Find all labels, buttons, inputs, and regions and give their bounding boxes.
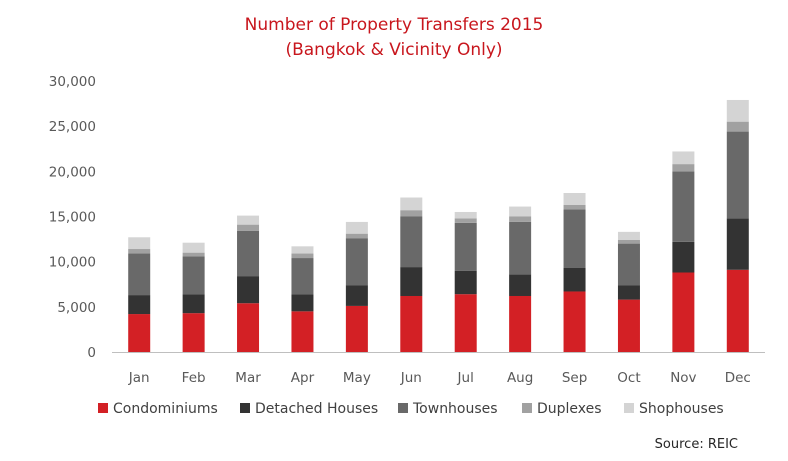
x-tick-label: Jan — [128, 370, 150, 386]
y-tick-label: 5,000 — [57, 300, 96, 316]
bar-shophouses-may — [345, 221, 368, 234]
bar-duplexes-feb — [182, 252, 205, 257]
bar-detached-houses-dec — [726, 218, 749, 270]
bar-detached-houses-jan — [128, 295, 151, 315]
bar-shophouses-sep — [563, 193, 586, 205]
bar-shophouses-jun — [400, 197, 423, 211]
bar-townhouses-may — [345, 238, 368, 286]
bar-duplexes-dec — [726, 121, 749, 132]
bar-detached-houses-may — [345, 285, 368, 306]
bar-townhouses-jul — [454, 222, 477, 271]
x-tick-label: Dec — [725, 370, 751, 386]
bar-townhouses-jun — [400, 216, 423, 268]
bar-condominiums-nov — [672, 272, 695, 352]
x-tick-label: Aug — [507, 370, 533, 386]
source-note: Source: REIC — [655, 437, 738, 452]
y-axis: 0 5,000 10,000 15,000 20,000 25,000 30,000 — [49, 74, 96, 361]
x-tick-label: Oct — [617, 370, 640, 386]
x-tick-label: May — [343, 370, 371, 386]
legend-swatch-shophouses — [624, 403, 634, 413]
x-tick-label: Jul — [457, 370, 474, 386]
bar-duplexes-apr — [291, 253, 314, 259]
bar-duplexes-mar — [237, 224, 260, 231]
bar-condominiums-feb — [182, 313, 205, 352]
bar-townhouses-apr — [291, 258, 314, 295]
bar-detached-houses-mar — [237, 276, 260, 304]
y-tick-label: 25,000 — [49, 119, 96, 135]
legend-label: Condominiums — [113, 401, 218, 417]
bar-duplexes-jan — [128, 249, 151, 254]
bar-shophouses-mar — [237, 215, 260, 225]
x-axis: Jan Feb Mar Apr May Jun Jul Aug Sep Oct Nov Dec — [128, 370, 751, 386]
bar-duplexes-nov — [672, 164, 695, 172]
bar-detached-houses-jun — [400, 267, 423, 296]
x-tick-label: Sep — [562, 370, 587, 386]
y-tick-label: 10,000 — [49, 255, 96, 271]
bar-shophouses-dec — [726, 99, 749, 122]
bar-detached-houses-oct — [617, 285, 640, 300]
bar-shophouses-feb — [182, 242, 205, 253]
bar-condominiums-may — [345, 305, 368, 352]
bar-townhouses-mar — [237, 230, 260, 277]
x-tick-label: Mar — [235, 370, 261, 386]
bar-townhouses-oct — [617, 243, 640, 286]
bar-duplexes-jul — [454, 218, 477, 223]
bar-detached-houses-nov — [672, 241, 695, 273]
legend-label: Duplexes — [537, 401, 602, 417]
bar-detached-houses-sep — [563, 267, 586, 292]
bar-townhouses-feb — [182, 256, 205, 295]
bar-condominiums-apr — [291, 311, 314, 352]
bar-shophouses-oct — [617, 231, 640, 240]
bars-layer — [128, 99, 749, 352]
y-tick-label: 0 — [87, 345, 96, 361]
bar-detached-houses-aug — [509, 274, 532, 296]
legend-swatch-duplexes — [522, 403, 532, 413]
bar-condominiums-jun — [400, 295, 423, 352]
bar-duplexes-aug — [509, 216, 532, 222]
bar-shophouses-jan — [128, 237, 151, 250]
y-tick-label: 20,000 — [49, 164, 96, 180]
bar-condominiums-aug — [509, 295, 532, 352]
bar-townhouses-jan — [128, 253, 151, 296]
legend-label: Detached Houses — [255, 401, 378, 417]
bar-townhouses-nov — [672, 171, 695, 242]
bar-duplexes-oct — [617, 239, 640, 244]
legend-swatch-townhouses — [398, 403, 408, 413]
bar-condominiums-dec — [726, 269, 749, 352]
bar-duplexes-jun — [400, 210, 423, 217]
bar-townhouses-aug — [509, 221, 532, 275]
bar-duplexes-may — [345, 233, 368, 239]
bar-condominiums-oct — [617, 299, 640, 352]
bar-townhouses-sep — [563, 209, 586, 268]
x-tick-label: Jun — [400, 370, 422, 386]
bar-condominiums-jul — [454, 294, 477, 352]
bar-shophouses-nov — [672, 151, 695, 165]
bar-detached-houses-jul — [454, 270, 477, 295]
legend-label: Townhouses — [412, 401, 498, 417]
bar-condominiums-sep — [563, 291, 586, 352]
bar-shophouses-apr — [291, 246, 314, 254]
y-tick-label: 30,000 — [49, 74, 96, 90]
bar-detached-houses-feb — [182, 294, 205, 314]
legend-swatch-detached-houses — [240, 403, 250, 413]
bar-condominiums-jan — [128, 314, 151, 352]
bar-townhouses-dec — [726, 131, 749, 219]
bar-shophouses-aug — [509, 206, 532, 217]
x-tick-label: Nov — [670, 370, 696, 386]
chart-title: Number of Property Transfers 2015 — [245, 15, 544, 35]
bar-shophouses-jul — [454, 211, 477, 219]
bar-detached-houses-apr — [291, 294, 314, 312]
bar-condominiums-mar — [237, 303, 260, 352]
legend-label: Shophouses — [639, 401, 724, 417]
x-tick-label: Feb — [182, 370, 206, 386]
legend-swatch-condominiums — [98, 403, 108, 413]
bar-duplexes-sep — [563, 204, 586, 210]
chart-subtitle: (Bangkok & Vicinity Only) — [285, 40, 502, 60]
y-tick-label: 15,000 — [49, 210, 96, 226]
x-tick-label: Apr — [291, 370, 315, 386]
legend: Condominiums Detached Houses Townhouses Dup… — [98, 401, 724, 417]
